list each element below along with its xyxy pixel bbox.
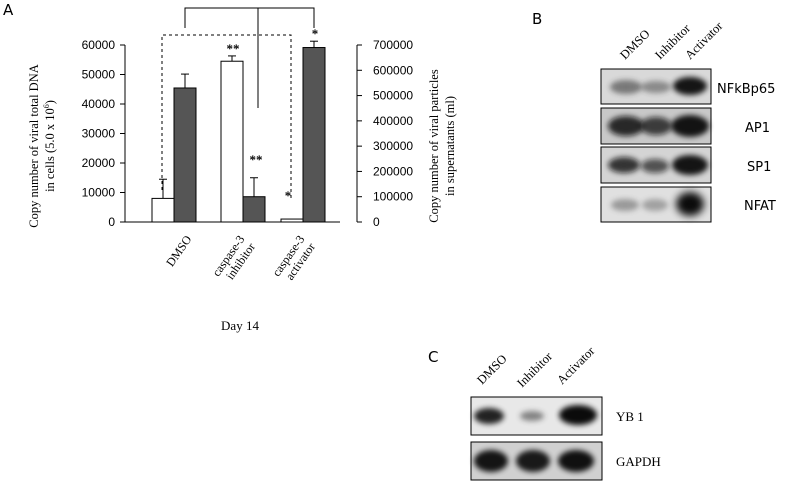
right-axis-label: Copy number of viral particles xyxy=(427,69,441,223)
right-tick-label: 700000 xyxy=(373,38,413,52)
lane-label-c-inhibitor: Inhibitor xyxy=(514,349,555,390)
lane-label-c-activator: Activator xyxy=(554,343,598,387)
panel-a-label: A xyxy=(3,1,14,19)
sig-inhibitor-left: ** xyxy=(227,41,240,56)
right-tick-label: 100000 xyxy=(373,190,413,204)
right-axis-label-line2: in supernatants (ml) xyxy=(443,96,457,196)
left-tick-label: 50000 xyxy=(82,68,116,82)
panel-c-label: C xyxy=(428,348,438,366)
solid-bracket xyxy=(184,7,315,28)
blot-label-sp1: SP1 xyxy=(747,160,771,175)
left-axis-label-line2: in cells (5.0 x 106) xyxy=(42,100,57,192)
left-tick-label: 20000 xyxy=(82,156,116,170)
blot-sp1 xyxy=(600,146,712,184)
sig-inhibitor-right: ** xyxy=(250,152,263,167)
right-tick-label: 600000 xyxy=(373,63,413,77)
blot-label-yb1: YB 1 xyxy=(616,409,644,424)
blot-label-ap1: AP1 xyxy=(745,121,770,136)
right-tick-labels: 0 100000 200000 300000 400000 500000 600000 700… xyxy=(357,38,413,229)
bar xyxy=(242,196,266,223)
blot-nfkbp65 xyxy=(600,68,712,105)
right-tick-label: 500000 xyxy=(373,89,413,103)
right-tick-label: 200000 xyxy=(373,164,413,178)
left-axis-label: Copy number of viral total DNA xyxy=(27,64,41,228)
category-label-dmso: DMSO xyxy=(163,232,195,269)
left-tick-labels: 0 10000 20000 30000 40000 50000 60000 xyxy=(82,38,125,229)
blot-ap1 xyxy=(600,107,712,145)
right-tick-label: 300000 xyxy=(373,139,413,153)
blot-label-gapdh: GAPDH xyxy=(616,454,661,469)
blot-nfat xyxy=(600,186,712,223)
lane-label-b-activator: Activator xyxy=(682,18,726,62)
sig-activator-right: * xyxy=(312,26,319,41)
sig-activator-left: * xyxy=(285,188,292,203)
lane-label-c-dmso: DMSO xyxy=(474,352,509,387)
blot-gapdh xyxy=(470,441,603,481)
right-tick-label: 400000 xyxy=(373,114,413,128)
lane-label-b-dmso: DMSO xyxy=(617,27,652,62)
bar xyxy=(280,218,304,223)
panel-b-label: B xyxy=(532,10,542,28)
left-tick-label: 30000 xyxy=(82,127,116,141)
left-tick-label: 60000 xyxy=(82,38,116,52)
bar xyxy=(220,60,244,223)
blot-yb1 xyxy=(470,396,603,436)
left-tick-label: 40000 xyxy=(82,97,116,111)
bar xyxy=(302,47,326,223)
category-label-activator: caspase-3activator xyxy=(269,233,318,287)
blot-label-nfat: NFAT xyxy=(744,199,776,214)
left-tick-label: 10000 xyxy=(82,186,116,200)
x-caption: Day 14 xyxy=(221,318,259,333)
right-tick-label: 0 xyxy=(373,215,380,229)
bar xyxy=(151,197,175,223)
left-tick-label: 0 xyxy=(108,215,115,229)
category-label-inhibitor: caspase-3inhibitor xyxy=(209,233,258,287)
significance-brackets xyxy=(161,7,315,198)
bar xyxy=(173,87,197,223)
bars xyxy=(151,40,326,223)
blot-label-nfkbp65: NFkBp65 xyxy=(717,82,775,97)
